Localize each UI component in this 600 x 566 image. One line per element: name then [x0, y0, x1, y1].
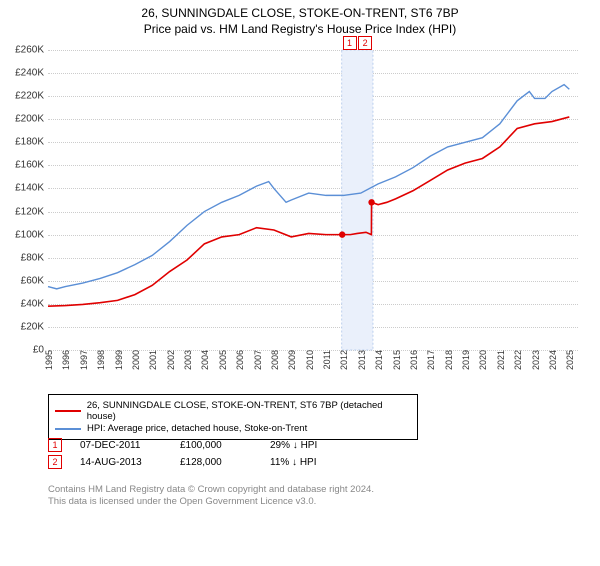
x-axis-tick: 2023 [531, 350, 541, 370]
legend: 26, SUNNINGDALE CLOSE, STOKE-ON-TRENT, S… [48, 394, 418, 440]
x-axis-tick: 2021 [496, 350, 506, 370]
event-marker-box: 1 [343, 36, 357, 50]
y-axis-tick: £200K [15, 114, 48, 125]
legend-label: 26, SUNNINGDALE CLOSE, STOKE-ON-TRENT, S… [87, 400, 411, 422]
event-price: £100,000 [180, 440, 270, 451]
x-axis-tick: 2002 [166, 350, 176, 370]
event-band [342, 50, 373, 350]
x-axis-tick: 2025 [565, 350, 575, 370]
y-axis-tick: £240K [15, 68, 48, 79]
series-price_paid [48, 117, 569, 306]
series-hpi [48, 85, 569, 289]
y-axis-tick: £100K [15, 229, 48, 240]
x-axis-tick: 2009 [287, 350, 297, 370]
x-axis-tick: 2013 [357, 350, 367, 370]
x-axis-tick: 2011 [322, 350, 332, 369]
x-axis-tick: 2008 [270, 350, 280, 370]
x-axis-tick: 2024 [548, 350, 558, 370]
y-axis-tick: £160K [15, 160, 48, 171]
x-axis-tick: 2018 [444, 350, 454, 370]
legend-swatch [55, 428, 81, 430]
x-axis-tick: 2022 [513, 350, 523, 370]
footer-line1: Contains HM Land Registry data © Crown c… [48, 484, 374, 496]
chart-plot-area: £0£20K£40K£60K£80K£100K£120K£140K£160K£1… [48, 50, 578, 350]
x-axis-tick: 2012 [339, 350, 349, 370]
event-row-marker: 2 [48, 455, 62, 469]
y-axis-tick: £40K [21, 298, 48, 309]
event-row: 2 14-AUG-2013£128,00011% ↓ HPI [48, 455, 370, 469]
y-axis-tick: £20K [21, 321, 48, 332]
events-table: 1 07-DEC-2011£100,00029% ↓ HPI 2 14-AUG-201… [48, 438, 370, 472]
y-axis-tick: £220K [15, 91, 48, 102]
legend-item: HPI: Average price, detached house, Stok… [55, 423, 411, 434]
event-row: 1 07-DEC-2011£100,00029% ↓ HPI [48, 438, 370, 452]
data-point-marker [368, 199, 374, 205]
x-axis-tick: 2015 [392, 350, 402, 370]
x-axis-tick: 2001 [148, 350, 158, 370]
footer-line2: This data is licensed under the Open Gov… [48, 496, 374, 508]
x-axis-tick: 2004 [200, 350, 210, 370]
event-change: 11% ↓ HPI [270, 457, 370, 468]
x-axis-tick: 2017 [426, 350, 436, 370]
x-axis-tick: 2019 [461, 350, 471, 370]
chart-title-line1: 26, SUNNINGDALE CLOSE, STOKE-ON-TRENT, S… [0, 6, 600, 20]
chart-svg [48, 50, 578, 350]
x-axis-tick: 2000 [131, 350, 141, 370]
chart-title-line2: Price paid vs. HM Land Registry's House … [0, 22, 600, 36]
x-axis-tick: 2006 [235, 350, 245, 370]
y-axis-tick: £60K [21, 275, 48, 286]
legend-item: 26, SUNNINGDALE CLOSE, STOKE-ON-TRENT, S… [55, 400, 411, 422]
data-point-marker [339, 231, 345, 237]
x-axis-tick: 1995 [44, 350, 54, 370]
x-axis-tick: 2007 [253, 350, 263, 370]
x-axis-tick: 2016 [409, 350, 419, 370]
legend-label: HPI: Average price, detached house, Stok… [87, 423, 307, 434]
x-axis-tick: 2005 [218, 350, 228, 370]
event-row-marker: 1 [48, 438, 62, 452]
y-axis-tick: £80K [21, 252, 48, 263]
y-axis-tick: £180K [15, 137, 48, 148]
x-axis-tick: 2010 [305, 350, 315, 370]
x-axis-tick: 1998 [96, 350, 106, 370]
event-change: 29% ↓ HPI [270, 440, 370, 451]
x-axis-tick: 1999 [114, 350, 124, 370]
x-axis-tick: 2020 [478, 350, 488, 370]
event-date: 07-DEC-2011 [80, 440, 180, 451]
event-date: 14-AUG-2013 [80, 457, 180, 468]
x-axis-tick: 2003 [183, 350, 193, 370]
y-axis-tick: £120K [15, 206, 48, 217]
event-marker-box: 2 [358, 36, 372, 50]
y-axis-tick: £260K [15, 45, 48, 56]
footer-attribution: Contains HM Land Registry data © Crown c… [48, 484, 374, 509]
y-axis-tick: £140K [15, 183, 48, 194]
legend-swatch [55, 410, 81, 412]
x-axis-tick: 1997 [79, 350, 89, 370]
x-axis-tick: 2014 [374, 350, 384, 370]
event-price: £128,000 [180, 457, 270, 468]
x-axis-tick: 1996 [61, 350, 71, 370]
